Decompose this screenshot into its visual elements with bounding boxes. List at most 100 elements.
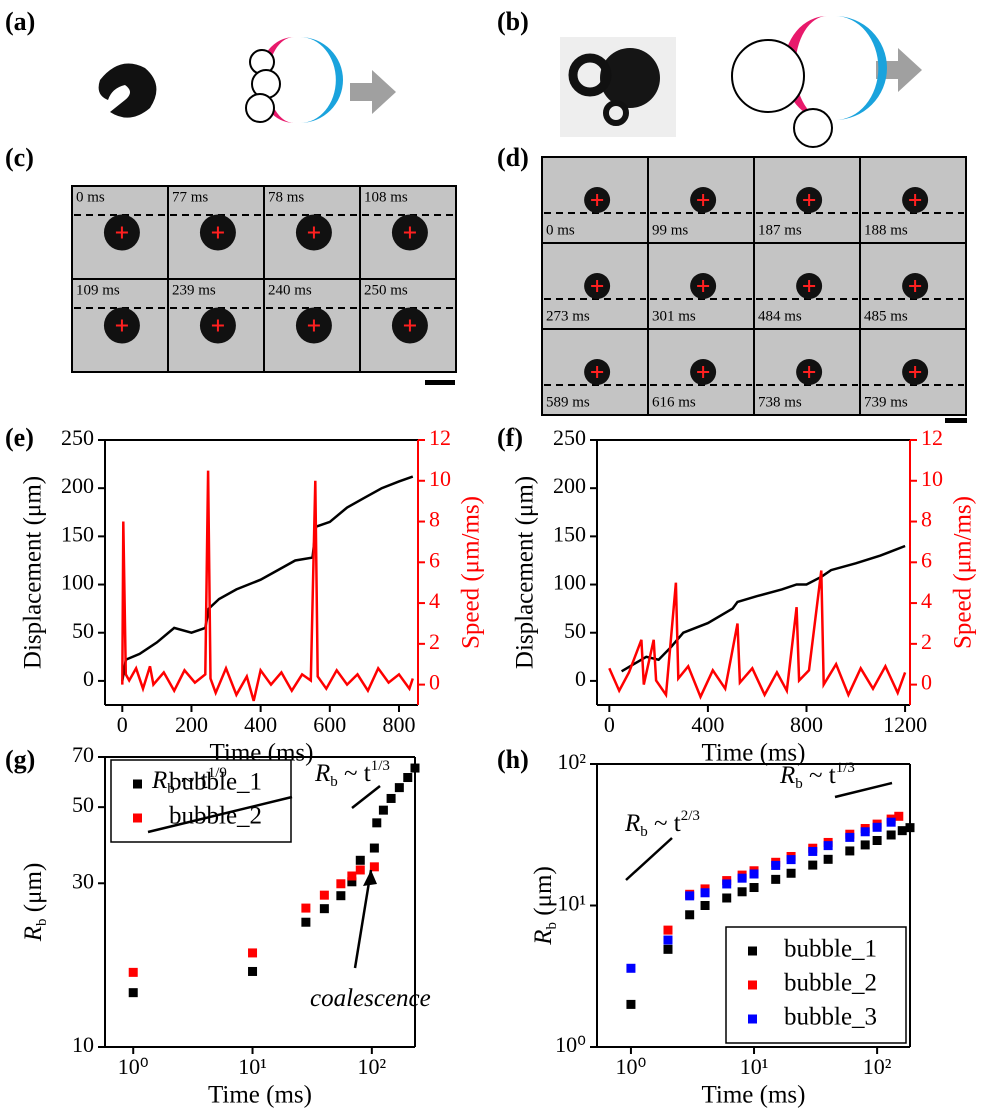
panel-label: (f) [497,423,523,452]
frame-time: 78 ms [268,189,304,205]
x-tick-label: 800 [790,712,823,737]
y2-tick-label: 0 [429,670,440,695]
crescent-blue [300,37,343,123]
y-tick-label: 100 [61,570,94,595]
arrow [350,70,396,114]
data-point [823,854,833,864]
centroid-mark [697,194,710,206]
data-point [355,855,365,865]
data-line [620,544,906,673]
centroid-mark [403,319,416,332]
data-point [737,873,747,883]
data-point [410,763,420,773]
label-base: R [151,767,167,794]
centroid-mark [909,194,922,206]
centroid-mark [803,194,816,206]
label-base: R [314,760,330,787]
annotation: Rb ~ t1/3 [314,758,390,790]
label-sub: b [640,824,648,840]
data-point [872,835,882,845]
data-point [905,823,915,833]
y-tick-label: 70 [72,742,94,767]
legend-label: bubble_1 [784,936,877,963]
frame-time: 485 ms [864,308,908,324]
centroid-mark [803,366,816,378]
centroid-mark [803,280,816,292]
y-axis-label: Displacement (μm) [512,476,539,669]
x-tick-label: 800 [382,712,415,737]
x-tick-label: 400 [244,712,277,737]
x-tick-label: 10⁰ [616,1054,647,1079]
frame-time: 99 ms [652,222,688,238]
label-base: R [624,810,640,837]
legend-label: bubble_2 [784,970,877,997]
y-axis-label: Rb (μm) [530,866,561,946]
data-point [336,891,346,901]
label-rest: (μm) [530,866,557,922]
frame-time: 0 ms [546,222,575,238]
data-point [886,830,896,840]
guide-line [147,795,293,834]
data-point [860,827,870,837]
y2-tick-label: 12 [429,425,451,450]
scale-bar [425,380,455,385]
data-point [394,783,404,793]
data-point [749,869,759,879]
label-sub: b [34,918,50,926]
x-tick-label: 0 [117,712,128,737]
frame-time: 77 ms [172,189,208,205]
data-point [663,935,673,945]
centroid-mark [697,280,710,292]
legend-swatch [133,779,142,789]
data-point [823,841,833,851]
label-rest: ~ t [648,810,681,837]
data-point [808,860,818,870]
label-sup: 1/9 [208,765,227,781]
label-rest: (μm) [20,863,47,919]
y2-axis-label: Speed (μm/ms) [458,496,485,649]
y2-axis-label: Speed (μm/ms) [950,496,977,649]
data-point [319,890,329,900]
y2-tick-label: 12 [921,425,943,450]
y-tick-label: 10² [557,749,586,774]
label-rest: ~ t [338,760,371,787]
frame-time: 589 ms [546,394,590,410]
y-tick-label: 150 [61,521,94,546]
panel-label: (a) [5,7,35,36]
data-point [894,811,904,821]
frame-time: 484 ms [758,308,802,324]
annotation: coalescence [310,985,431,1012]
x-tick-label: 600 [313,712,346,737]
data-point [860,840,870,850]
label-sub: b [795,776,803,792]
label-base: R [779,762,795,789]
frame-time: 616 ms [652,394,696,410]
frame-time: 109 ms [76,282,120,298]
y2-tick-label: 2 [921,629,932,654]
centroid-mark [697,366,710,378]
centroid-mark [211,226,224,239]
y2-tick-label: 8 [921,507,932,532]
centroid-mark [591,194,604,206]
annotation: Rb ~ t1/9 [151,765,227,797]
data-point [663,944,673,954]
y2-tick-label: 2 [429,629,440,654]
panel-label: (e) [5,423,34,452]
x-tick-label: 10¹ [740,1054,769,1079]
data-point [685,910,695,920]
frame-time: 0 ms [76,189,105,205]
y2-tick-label: 0 [921,670,932,695]
x-tick-label: 0 [604,712,615,737]
x-tick-label: 10² [358,1054,387,1079]
data-point [786,868,796,878]
y-tick-label: 30 [72,868,94,893]
label-base: coalescence [310,985,431,1012]
frame-time: 739 ms [864,394,908,410]
bubble-outline [245,93,275,123]
legend-label: bubble_1 [169,769,262,796]
x-axis-label: Time (ms) [702,1082,806,1109]
bubble-outline [793,108,833,148]
data-point [372,818,382,828]
data-line [121,470,414,702]
y2-tick-label: 6 [921,547,932,572]
